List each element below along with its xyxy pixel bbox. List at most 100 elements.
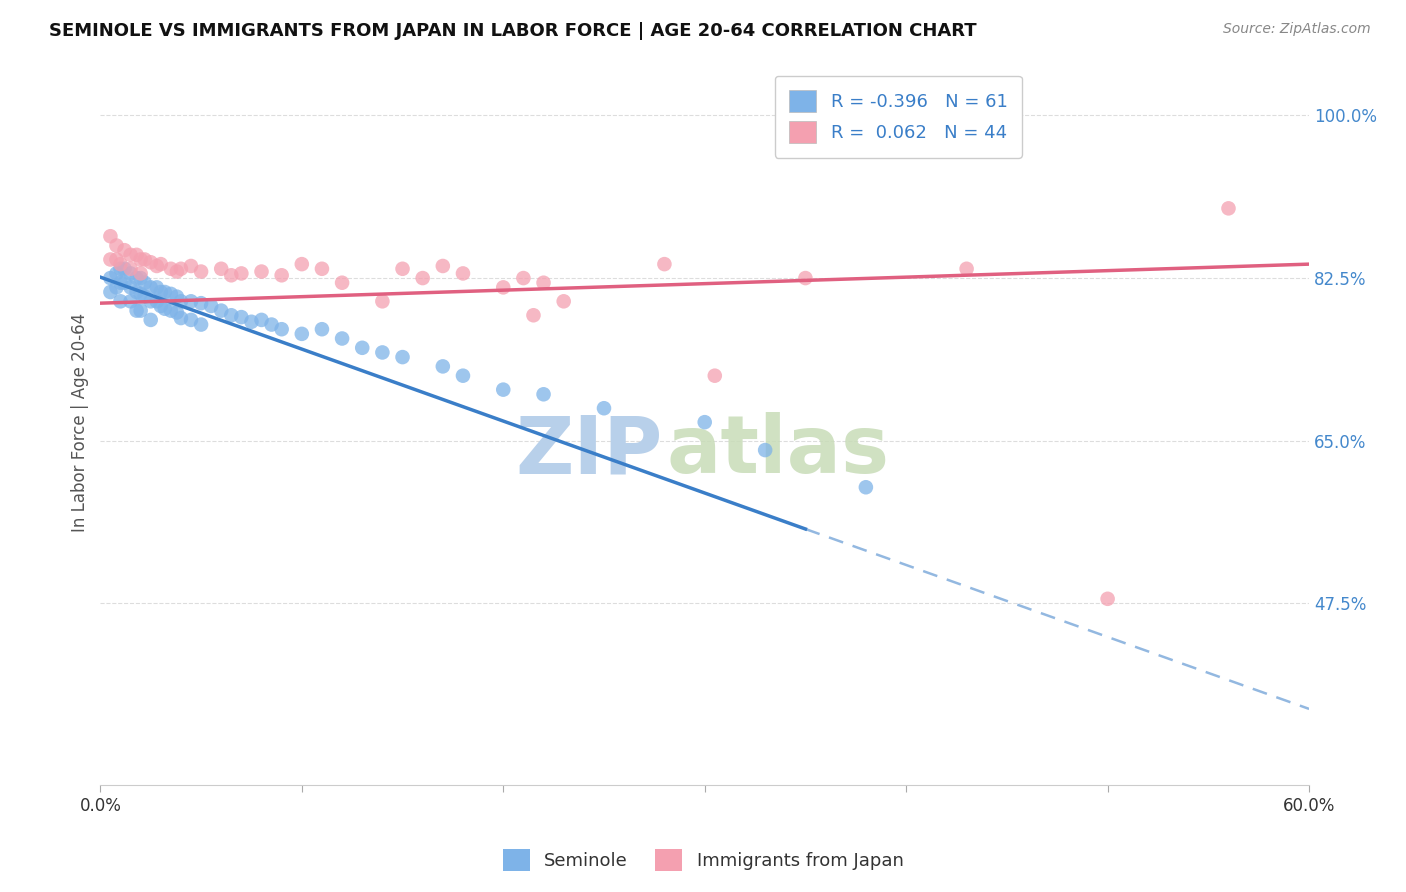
Y-axis label: In Labor Force | Age 20-64: In Labor Force | Age 20-64 bbox=[72, 312, 89, 532]
Point bbox=[260, 318, 283, 332]
Point bbox=[250, 264, 273, 278]
Point bbox=[110, 257, 132, 271]
Point bbox=[492, 280, 515, 294]
Point bbox=[110, 294, 132, 309]
Point bbox=[105, 238, 128, 252]
Point bbox=[139, 313, 162, 327]
Point bbox=[593, 401, 616, 416]
Point bbox=[120, 267, 142, 281]
Point bbox=[129, 303, 152, 318]
Point bbox=[149, 299, 172, 313]
Point bbox=[754, 443, 776, 458]
Point bbox=[134, 290, 156, 304]
Point bbox=[180, 259, 202, 273]
Point bbox=[120, 248, 142, 262]
Point bbox=[125, 303, 148, 318]
Point bbox=[145, 259, 167, 273]
Point bbox=[190, 318, 212, 332]
Point bbox=[512, 271, 534, 285]
Point bbox=[134, 252, 156, 267]
Point bbox=[134, 276, 156, 290]
Point bbox=[170, 261, 193, 276]
Point bbox=[180, 294, 202, 309]
Point bbox=[190, 264, 212, 278]
Point bbox=[153, 285, 176, 299]
Point bbox=[231, 267, 253, 281]
Point bbox=[100, 252, 122, 267]
Point bbox=[105, 280, 128, 294]
Text: ZIP: ZIP bbox=[515, 412, 662, 491]
Point bbox=[120, 261, 142, 276]
Point bbox=[200, 299, 222, 313]
Point bbox=[129, 252, 152, 267]
Point bbox=[190, 296, 212, 310]
Point bbox=[330, 276, 353, 290]
Point bbox=[209, 303, 232, 318]
Point bbox=[153, 301, 176, 316]
Point bbox=[432, 259, 454, 273]
Point bbox=[270, 322, 292, 336]
Text: Source: ZipAtlas.com: Source: ZipAtlas.com bbox=[1223, 22, 1371, 37]
Point bbox=[311, 322, 333, 336]
Point bbox=[371, 345, 394, 359]
Point bbox=[250, 313, 273, 327]
Point bbox=[100, 285, 122, 299]
Text: SEMINOLE VS IMMIGRANTS FROM JAPAN IN LABOR FORCE | AGE 20-64 CORRELATION CHART: SEMINOLE VS IMMIGRANTS FROM JAPAN IN LAB… bbox=[49, 22, 977, 40]
Point bbox=[291, 257, 314, 271]
Point bbox=[240, 315, 263, 329]
Point bbox=[533, 387, 555, 401]
Point bbox=[149, 285, 172, 299]
Point bbox=[100, 271, 122, 285]
Point bbox=[533, 276, 555, 290]
Point bbox=[120, 294, 142, 309]
Point bbox=[160, 261, 183, 276]
Point bbox=[522, 308, 544, 322]
Point bbox=[703, 368, 725, 383]
Point bbox=[492, 383, 515, 397]
Point bbox=[1218, 202, 1240, 216]
Point bbox=[139, 280, 162, 294]
Point bbox=[855, 480, 877, 494]
Point bbox=[125, 285, 148, 299]
Point bbox=[180, 313, 202, 327]
Point bbox=[166, 264, 188, 278]
Point bbox=[371, 294, 394, 309]
Point bbox=[114, 243, 136, 257]
Point bbox=[145, 294, 167, 309]
Point bbox=[129, 271, 152, 285]
Point bbox=[352, 341, 374, 355]
Point bbox=[311, 261, 333, 276]
Point bbox=[221, 308, 243, 322]
Point bbox=[139, 255, 162, 269]
Point bbox=[100, 229, 122, 244]
Point bbox=[120, 280, 142, 294]
Text: atlas: atlas bbox=[666, 412, 889, 491]
Point bbox=[170, 311, 193, 326]
Point bbox=[114, 276, 136, 290]
Point bbox=[110, 276, 132, 290]
Point bbox=[105, 267, 128, 281]
Point bbox=[145, 280, 167, 294]
Point bbox=[432, 359, 454, 374]
Point bbox=[291, 326, 314, 341]
Point bbox=[794, 271, 817, 285]
Point bbox=[125, 271, 148, 285]
Point bbox=[209, 261, 232, 276]
Point bbox=[955, 261, 977, 276]
Point bbox=[1097, 591, 1119, 606]
Point bbox=[160, 303, 183, 318]
Point bbox=[125, 248, 148, 262]
Point bbox=[221, 268, 243, 283]
Legend: R = -0.396   N = 61, R =  0.062   N = 44: R = -0.396 N = 61, R = 0.062 N = 44 bbox=[775, 76, 1022, 158]
Point bbox=[149, 257, 172, 271]
Point bbox=[110, 261, 132, 276]
Point bbox=[330, 331, 353, 345]
Point bbox=[412, 271, 434, 285]
Point bbox=[693, 415, 716, 429]
Point bbox=[129, 286, 152, 301]
Point bbox=[114, 261, 136, 276]
Point bbox=[553, 294, 575, 309]
Point bbox=[139, 294, 162, 309]
Point bbox=[166, 290, 188, 304]
Point bbox=[105, 252, 128, 267]
